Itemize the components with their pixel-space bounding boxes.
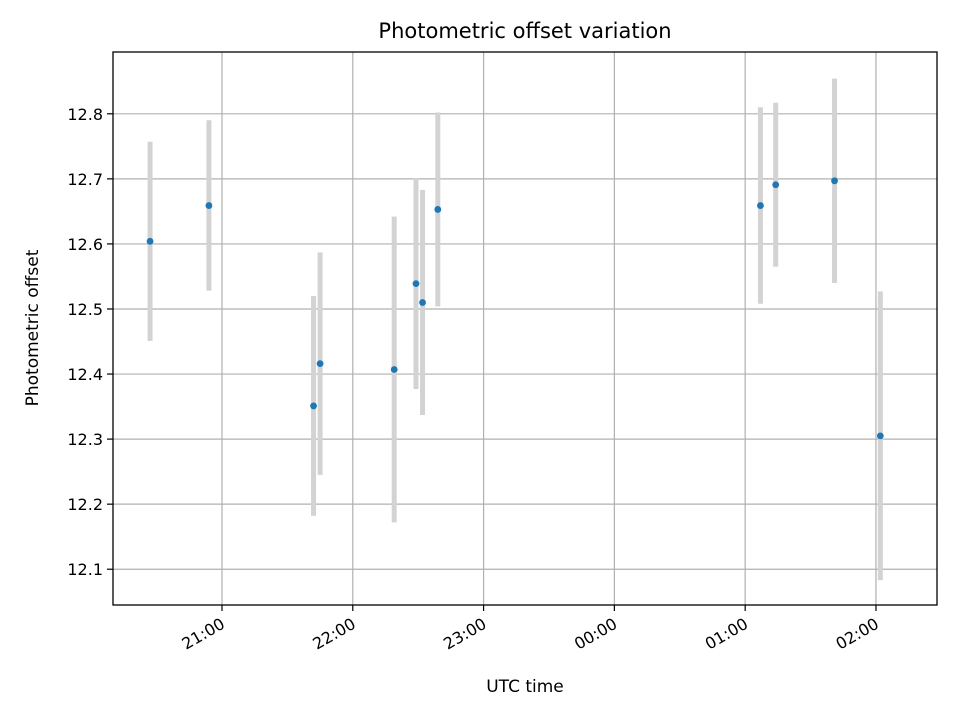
x-tick-label: 00:00 [571,614,620,654]
plot-frame [112,51,938,606]
y-axis-label: Photometric offset [23,249,43,406]
x-tick-label: 01:00 [702,614,751,654]
y-tick-label: 12.2 [67,495,103,514]
data-point [310,402,317,410]
data-point [205,202,213,209]
data-point [831,177,838,185]
y-tick-label: 12.7 [67,170,103,189]
x-tick-label: 21:00 [179,614,228,654]
plot-background [113,52,937,605]
x-gridlines [221,52,877,605]
data-point [412,280,420,288]
y-tick-label: 12.4 [67,365,103,384]
y-tick-label: 12.1 [67,560,103,579]
x-tick-label: 22:00 [309,614,358,654]
y-tick-label: 12.8 [67,105,103,124]
x-tick-label: 23:00 [440,614,489,654]
data-point [316,360,324,368]
data-point [390,366,398,373]
data-points [146,177,884,440]
y-tick-label: 12.6 [67,235,103,254]
data-point [419,299,426,306]
x-ticks: 21:00 22:00 23:00 00:00 01:00 02:00 [179,605,882,654]
data-point [146,237,154,245]
chart-title: Photometric offset variation [378,19,671,43]
y-ticks: 12.1 12.2 12.3 12.4 12.5 12.6 12.7 12.8 [67,105,113,579]
x-tick-label: 02:00 [833,614,882,654]
data-point [757,202,764,209]
data-point [876,432,884,440]
data-point [434,206,442,213]
y-tick-label: 12.3 [67,430,103,449]
y-gridlines [113,113,937,570]
x-axis-label: UTC time [486,677,564,697]
y-tick-label: 12.5 [67,300,103,319]
data-point [772,181,780,189]
